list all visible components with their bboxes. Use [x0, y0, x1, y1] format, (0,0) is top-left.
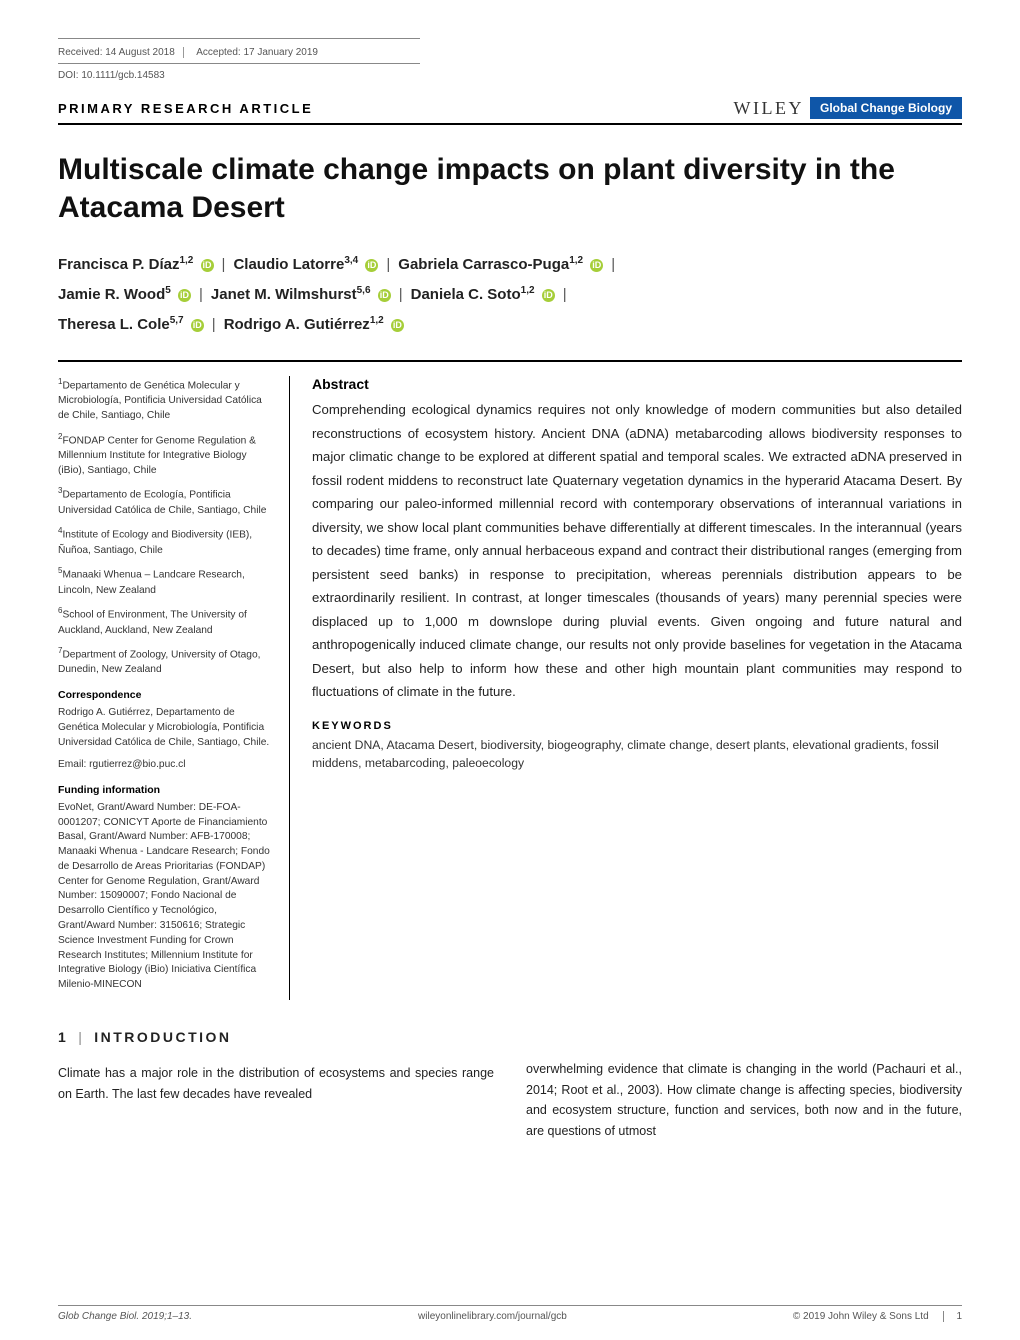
received-date: Received: 14 August 2018	[58, 47, 184, 58]
affiliation: 3Departamento de Ecología, Pontificia Un…	[58, 485, 273, 518]
footer-left: Glob Change Biol. 2019;1–13.	[58, 1311, 192, 1322]
author: Gabriela Carrasco-Puga1,2 iD	[398, 256, 603, 273]
affiliation: 6School of Environment, The University o…	[58, 605, 273, 638]
funding-body: EvoNet, Grant/Award Number: DE-FOA-00012…	[58, 801, 273, 993]
keywords-body: ancient DNA, Atacama Desert, biodiversit…	[312, 736, 962, 773]
doi: DOI: 10.1111/gcb.14583	[58, 70, 962, 81]
two-col-region: 1Departamento de Genética Molecular y Mi…	[58, 360, 962, 1000]
author: Rodrigo A. Gutiérrez1,2 iD	[224, 316, 404, 333]
correspondence-email: Email: rgutierrez@bio.puc.cl	[58, 758, 273, 773]
article-type-row: PRIMARY RESEARCH ARTICLE WILEY Global Ch…	[58, 97, 962, 125]
page-footer: Glob Change Biol. 2019;1–13. wileyonline…	[58, 1305, 962, 1322]
abstract-body: Comprehending ecological dynamics requir…	[312, 398, 962, 704]
orcid-icon: iD	[590, 259, 603, 272]
orcid-icon: iD	[542, 289, 555, 302]
meta-row: Received: 14 August 2018 Accepted: 17 Ja…	[58, 38, 420, 64]
author: Claudio Latorre3,4 iD	[233, 256, 378, 273]
orcid-icon: iD	[391, 319, 404, 332]
author: Theresa L. Cole5,7 iD	[58, 316, 204, 333]
orcid-icon: iD	[201, 259, 214, 272]
intro-heading-bar: |	[78, 1029, 82, 1045]
article-title: Multiscale climate change impacts on pla…	[58, 151, 962, 226]
author-separator: |	[222, 250, 226, 280]
accepted-date: Accepted: 17 January 2019	[196, 47, 318, 58]
orcid-icon: iD	[378, 289, 391, 302]
right-column: Abstract Comprehending ecological dynami…	[290, 376, 962, 1000]
author: Janet M. Wilmshurst5,6 iD	[211, 286, 391, 303]
author-separator: |	[563, 280, 567, 310]
intro-heading-text: INTRODUCTION	[94, 1029, 231, 1045]
affiliation: 2FONDAP Center for Genome Regulation & M…	[58, 431, 273, 479]
author-separator: |	[386, 250, 390, 280]
intro-para-left: Climate has a major role in the distribu…	[58, 1063, 494, 1104]
orcid-icon: iD	[365, 259, 378, 272]
intro-heading: 1 | INTRODUCTION	[58, 1026, 494, 1049]
author-separator: |	[212, 310, 216, 340]
intro-row: 1 | INTRODUCTION Climate has a major rol…	[58, 1026, 962, 1142]
intro-para-right: overwhelming evidence that climate is ch…	[526, 1059, 962, 1142]
left-column: 1Departamento de Genética Molecular y Mi…	[58, 376, 290, 1000]
correspondence-body: Rodrigo A. Gutiérrez, Departamento de Ge…	[58, 706, 273, 750]
footer-right: © 2019 John Wiley & Sons Ltd 1	[793, 1311, 962, 1322]
author: Daniela C. Soto1,2 iD	[411, 286, 555, 303]
intro-col-right: overwhelming evidence that climate is ch…	[526, 1026, 962, 1142]
footer-center: wileyonlinelibrary.com/journal/gcb	[418, 1311, 567, 1322]
affiliation: 4Institute of Ecology and Biodiversity (…	[58, 525, 273, 558]
correspondence-head: Correspondence	[58, 688, 273, 703]
author-separator: |	[199, 280, 203, 310]
funding-head: Funding information	[58, 783, 273, 798]
orcid-icon: iD	[191, 319, 204, 332]
journal-badge: Global Change Biology	[810, 97, 962, 119]
authors-block: Francisca P. Díaz1,2 iD | Claudio Latorre3…	[58, 250, 962, 340]
footer-copyright: © 2019 John Wiley & Sons Ltd	[793, 1311, 929, 1322]
intro-heading-num: 1	[58, 1029, 66, 1045]
author: Francisca P. Díaz1,2 iD	[58, 256, 214, 273]
publisher-logo: WILEY	[734, 98, 804, 119]
author: Jamie R. Wood5 iD	[58, 286, 191, 303]
author-separator: |	[399, 280, 403, 310]
affiliation: 5Manaaki Whenua – Landcare Research, Lin…	[58, 565, 273, 598]
affiliation: 1Departamento de Genética Molecular y Mi…	[58, 376, 273, 424]
intro-col-left: 1 | INTRODUCTION Climate has a major rol…	[58, 1026, 494, 1142]
abstract-head: Abstract	[312, 376, 962, 392]
orcid-icon: iD	[178, 289, 191, 302]
author-separator: |	[611, 250, 615, 280]
article-type: PRIMARY RESEARCH ARTICLE	[58, 101, 313, 116]
keywords-head: KEYWORDS	[312, 720, 962, 732]
footer-page: 1	[943, 1311, 962, 1322]
affiliation: 7Department of Zoology, University of Ot…	[58, 645, 273, 678]
brand-block: WILEY Global Change Biology	[734, 97, 963, 119]
